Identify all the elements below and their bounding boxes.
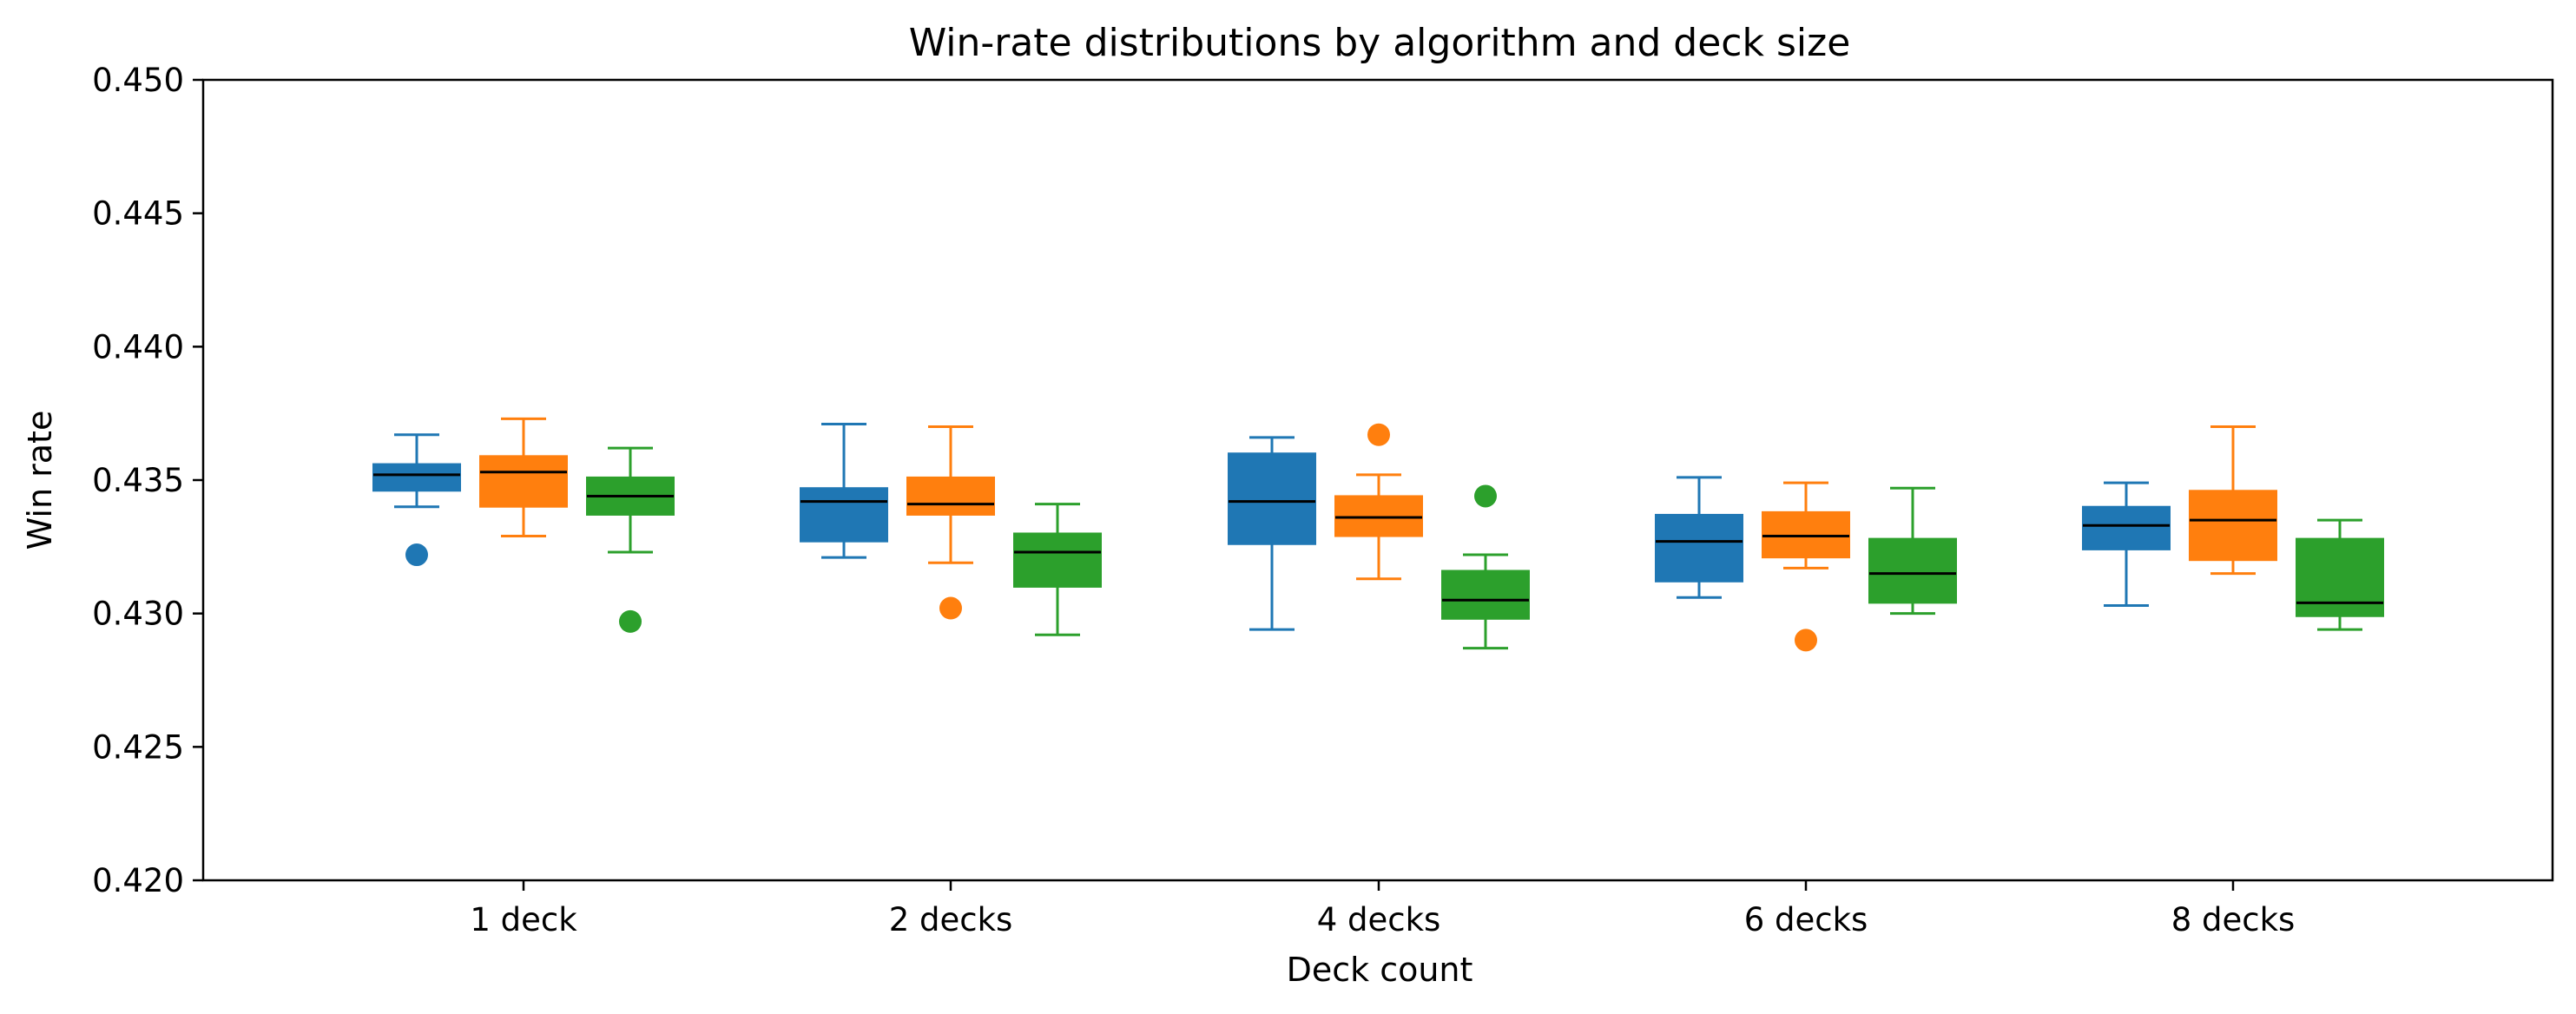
box-3-1 (1228, 436, 1316, 631)
box-1-1 (372, 433, 461, 567)
box-3-3 (1441, 484, 1530, 650)
plot-frame (201, 78, 2554, 882)
box-body (1655, 513, 1743, 583)
y-tick-label: 0.430 (92, 596, 184, 633)
chart-title: Win-rate distributions by algorithm and … (909, 21, 1851, 65)
outlier-point (619, 609, 642, 633)
outlier-point (939, 596, 962, 620)
y-tick-label: 0.450 (92, 62, 184, 99)
box-2-1 (800, 422, 888, 559)
box-body (1334, 495, 1423, 537)
box-4-2 (1762, 481, 1850, 652)
box-4-1 (1655, 476, 1743, 599)
y-tick-label: 0.440 (92, 328, 184, 365)
box-body (1441, 570, 1530, 620)
box-1-3 (586, 446, 675, 633)
outlier-point (1474, 484, 1497, 508)
y-tick-label: 0.435 (92, 462, 184, 499)
box-body (800, 487, 888, 543)
box-body (1762, 510, 1850, 559)
plot-area (372, 417, 2384, 652)
y-tick-label: 0.425 (92, 728, 184, 766)
y-axis-label: Win rate (21, 411, 59, 550)
x-tick-label: 8 decks (2171, 901, 2296, 938)
box-body (1228, 452, 1316, 545)
box-1-2 (479, 417, 568, 538)
box-body (372, 463, 461, 492)
x-tick-label: 4 decks (1317, 901, 1441, 938)
box-2-3 (1013, 503, 1102, 636)
x-tick-label: 1 deck (470, 901, 577, 938)
outlier-point (405, 543, 428, 567)
outlier-point (1367, 423, 1390, 446)
box-5-1 (2082, 481, 2171, 607)
x-tick-label: 6 decks (1744, 901, 1868, 938)
y-tick-label: 0.445 (92, 195, 184, 233)
box-4-3 (1868, 486, 1957, 616)
x-tick-label: 2 decks (889, 901, 1013, 938)
box-body (2189, 490, 2277, 562)
box-body (479, 455, 568, 508)
box-body (1868, 537, 1957, 604)
box-3-2 (1334, 423, 1423, 581)
y-tick-label: 0.420 (92, 862, 184, 899)
x-axis-label: Deck count (1287, 951, 1473, 989)
box-5-3 (2296, 518, 2384, 631)
box-body (1013, 532, 1102, 588)
box-5-2 (2189, 425, 2277, 576)
box-body (2082, 505, 2171, 550)
outlier-point (1795, 629, 1817, 652)
x-axis: 1 deck 2 decks 4 decks 6 decks 8 decks (470, 880, 2295, 938)
box-2-2 (906, 425, 995, 620)
box-body (906, 476, 995, 516)
box-body (2296, 537, 2384, 617)
y-axis: 0.420 0.425 0.430 0.435 0.440 0.445 0.450 (92, 62, 203, 899)
